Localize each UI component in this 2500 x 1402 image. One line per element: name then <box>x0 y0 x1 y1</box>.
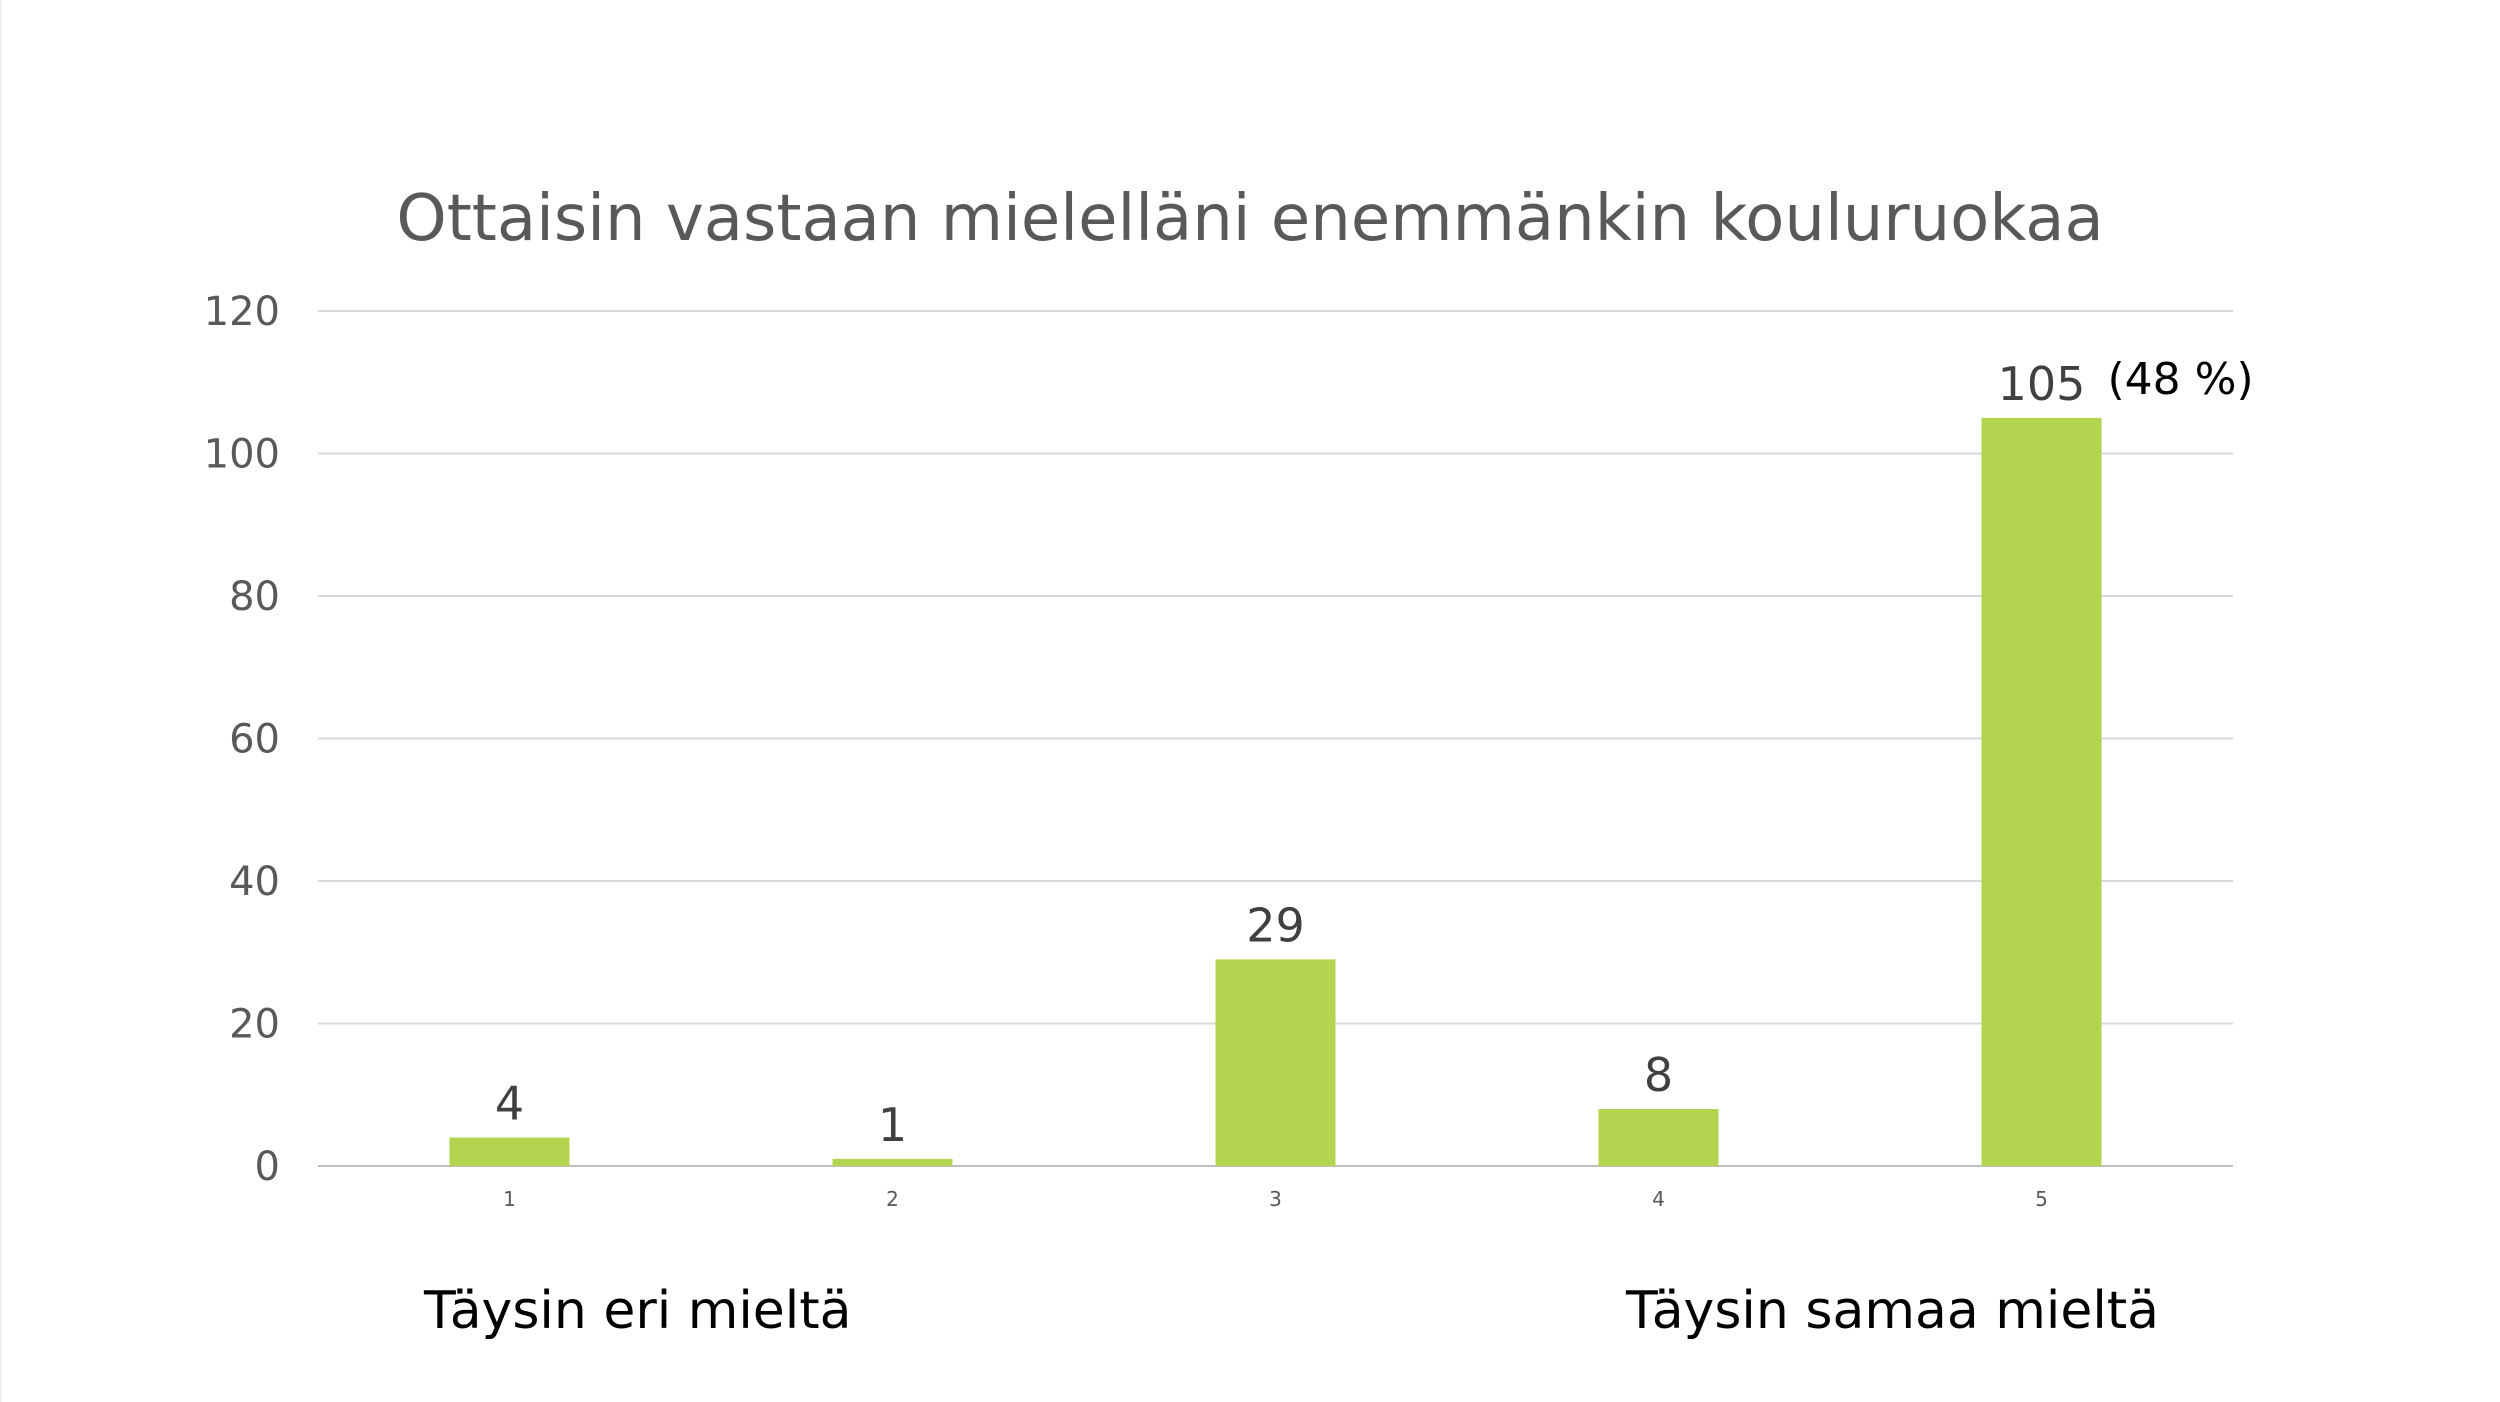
percentage-annotation: (48 %) <box>2108 354 2254 405</box>
gridlines <box>318 310 2233 1167</box>
x-tick-label: 1 <box>503 1187 516 1211</box>
annotations: (48 %) <box>2108 354 2254 405</box>
y-tick-label: 100 <box>204 432 280 478</box>
slide-edge <box>0 0 2 1402</box>
data-label: 8 <box>1644 1048 1673 1102</box>
bar-1 <box>449 1137 570 1166</box>
bar-4 <box>1598 1109 1719 1166</box>
data-label: 29 <box>1246 898 1305 952</box>
y-tick-label: 120 <box>204 289 280 335</box>
bars <box>449 417 2102 1166</box>
scale-label-high: Täysin samaa mieltä <box>1625 1281 2159 1341</box>
chart-title: Ottaisin vastaan mielelläni enemmänkin k… <box>396 182 2103 256</box>
data-labels: 4 1 29 8 105 <box>495 357 2086 1152</box>
x-tick-label: 5 <box>2035 1187 2048 1211</box>
scale-label-low: Täysin eri mieltä <box>423 1281 852 1341</box>
x-tick-label: 4 <box>1652 1187 1665 1211</box>
x-tick-label: 2 <box>886 1187 899 1211</box>
x-axis-ticks: 1 2 3 4 5 <box>503 1187 2048 1211</box>
data-label: 1 <box>878 1098 907 1152</box>
bar-3 <box>1215 959 1336 1166</box>
y-tick-label: 20 <box>229 1002 280 1048</box>
data-label: 4 <box>495 1077 524 1131</box>
y-tick-label: 80 <box>229 574 280 620</box>
y-tick-label: 0 <box>255 1144 280 1190</box>
data-label: 105 <box>1998 357 2086 411</box>
y-tick-label: 60 <box>229 717 280 763</box>
bar-5 <box>1981 417 2102 1166</box>
bar-2 <box>832 1158 953 1166</box>
y-tick-label: 40 <box>229 859 280 905</box>
x-tick-label: 3 <box>1269 1187 1282 1211</box>
y-axis-ticks: 0 20 40 60 80 100 120 <box>204 289 280 1190</box>
